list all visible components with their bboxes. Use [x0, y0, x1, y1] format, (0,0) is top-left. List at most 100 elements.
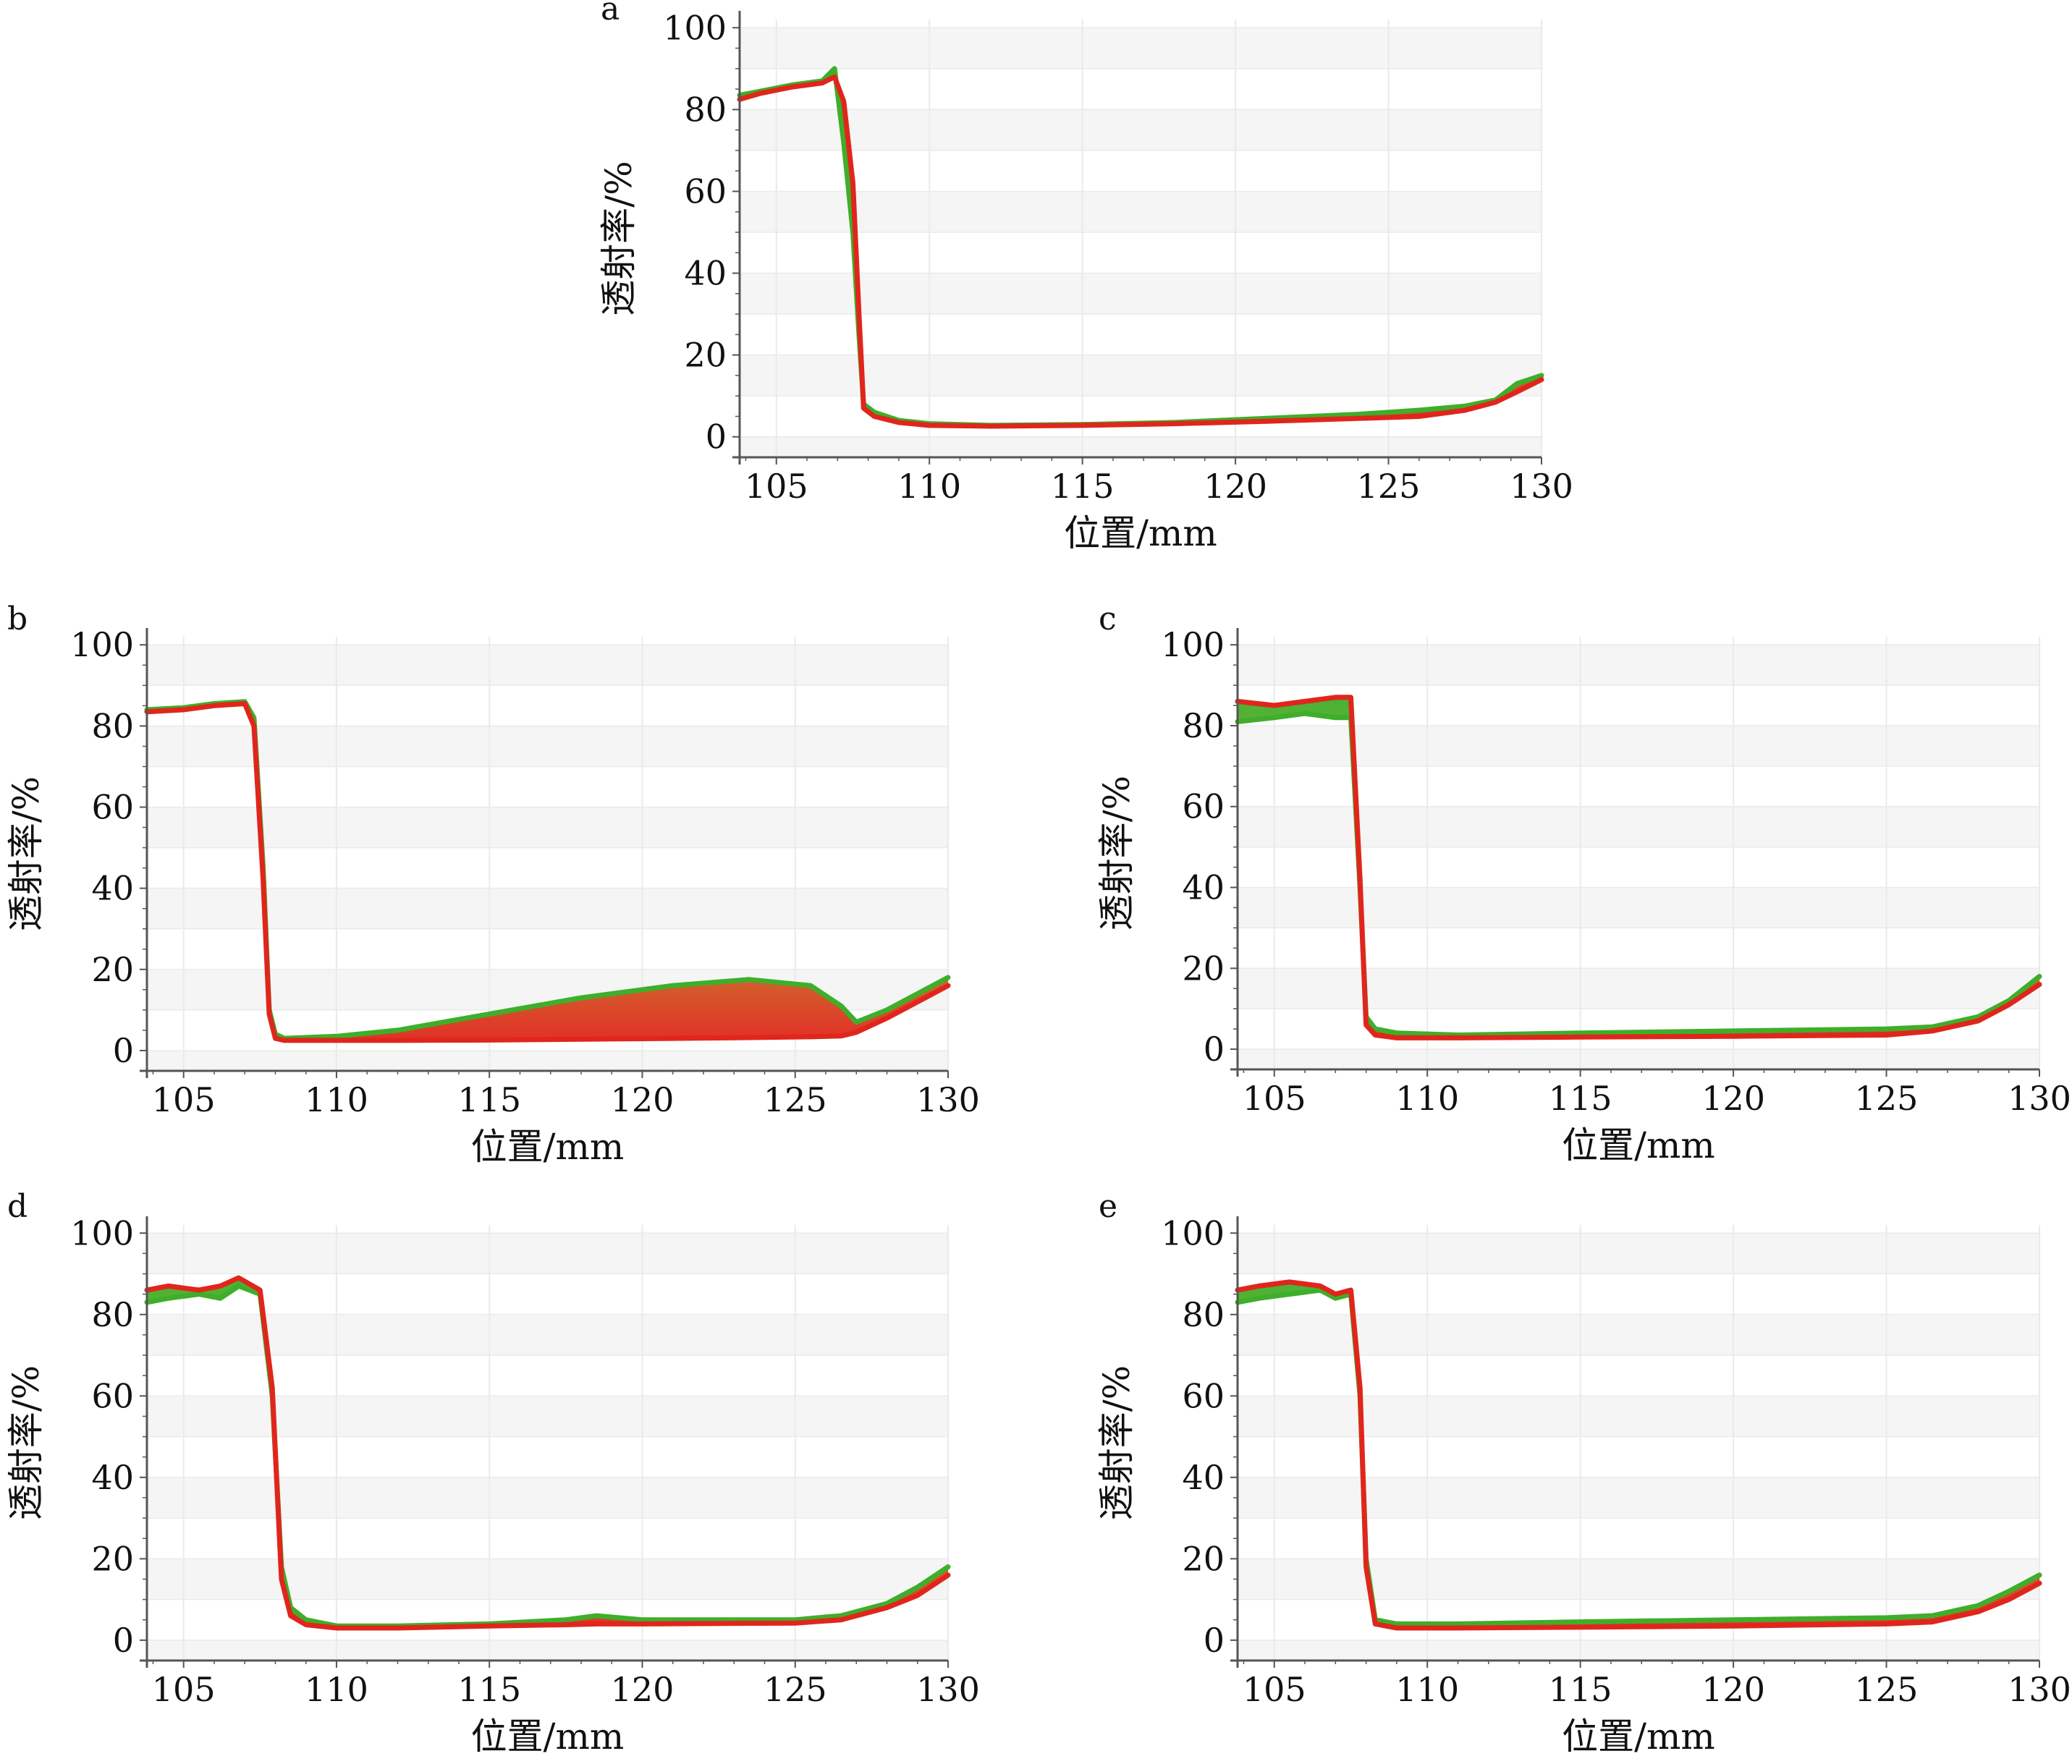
- y-tick-label: 40: [1182, 1458, 1225, 1497]
- y-axis-title: 透射率/%: [1096, 776, 1138, 930]
- plot-band: [147, 1640, 948, 1661]
- x-tick-label: 110: [305, 1670, 368, 1709]
- y-tick-label: 60: [684, 171, 727, 211]
- x-tick-label: 130: [916, 1670, 980, 1709]
- panel-label: b: [7, 601, 28, 637]
- y-tick-label: 100: [1161, 625, 1225, 664]
- plot-band: [147, 645, 948, 686]
- y-tick-label: 40: [91, 1458, 134, 1497]
- y-tick-label: 0: [113, 1031, 134, 1070]
- y-tick-label: 20: [684, 336, 727, 375]
- x-tick-label: 105: [152, 1670, 216, 1709]
- y-tick-label: 60: [91, 788, 134, 827]
- plot-band: [147, 1233, 948, 1274]
- y-tick-label: 20: [91, 950, 134, 989]
- plot-band: [1238, 1477, 2039, 1519]
- plot-band: [147, 1477, 948, 1519]
- x-axis-title: 位置/mm: [1562, 1716, 1715, 1757]
- y-axis-title: 透射率/%: [1096, 1365, 1138, 1520]
- x-tick-label: 125: [764, 1080, 827, 1119]
- plot-band: [1238, 645, 2039, 686]
- y-tick-label: 40: [1182, 868, 1225, 907]
- panel-label: e: [1099, 1188, 1117, 1225]
- y-tick-label: 0: [706, 417, 727, 457]
- x-axis-title: 位置/mm: [471, 1716, 625, 1757]
- plot-band: [147, 1559, 948, 1600]
- plot-band: [1238, 725, 2039, 766]
- x-tick-label: 120: [1701, 1079, 1765, 1118]
- chart-panel-b: 0 20 40 60 80 100 105 110 115 120 125 130 位置/mm 透射率/%…: [5, 601, 980, 1168]
- x-tick-label: 115: [1549, 1079, 1612, 1118]
- y-tick-label: 0: [1204, 1030, 1225, 1069]
- y-tick-label: 80: [684, 90, 727, 129]
- x-axis-title: 位置/mm: [1064, 512, 1217, 554]
- plot-band: [740, 355, 1542, 397]
- panel-label: d: [7, 1188, 28, 1225]
- x-tick-label: 115: [1549, 1670, 1612, 1709]
- x-tick-label: 120: [611, 1670, 675, 1709]
- plot-band: [147, 807, 948, 848]
- y-tick-label: 80: [1182, 1295, 1225, 1334]
- x-tick-label: 105: [745, 467, 808, 506]
- x-tick-label: 105: [152, 1080, 216, 1119]
- plot-band: [740, 109, 1542, 150]
- x-tick-label: 105: [1243, 1079, 1306, 1118]
- x-tick-label: 115: [457, 1670, 521, 1709]
- x-tick-label: 130: [1510, 467, 1573, 506]
- x-tick-label: 110: [1395, 1670, 1459, 1709]
- chart-panel-a: 0 20 40 60 80 100 105 110 115 120 125 130 位置/mm 透射率/%…: [598, 0, 1573, 554]
- y-tick-label: 0: [113, 1621, 134, 1660]
- chart-panel-d: 0 20 40 60 80 100 105 110 115 120 125 130 位置/mm 透射率/%…: [5, 1188, 980, 1757]
- series-line-red: [1235, 1279, 2042, 1631]
- x-axis-title: 位置/mm: [1562, 1124, 1715, 1166]
- series-line-red: [144, 1275, 951, 1631]
- y-axis-title: 透射率/%: [5, 1365, 47, 1520]
- x-tick-label: 115: [1051, 467, 1115, 506]
- plot-band: [1238, 1233, 2039, 1274]
- x-tick-label: 125: [1855, 1670, 1919, 1709]
- x-tick-label: 125: [1357, 467, 1421, 506]
- chart-panel-e: 0 20 40 60 80 100 105 110 115 120 125 130 位置/mm 透射率/%…: [1096, 1188, 2071, 1757]
- x-tick-label: 130: [2008, 1670, 2071, 1709]
- x-tick-label: 120: [1701, 1670, 1765, 1709]
- chart-panel-c: 0 20 40 60 80 100 105 110 115 120 125 130 位置/mm 透射率/%…: [1096, 601, 2071, 1166]
- y-tick-label: 0: [1204, 1621, 1225, 1660]
- plot-band: [147, 1050, 948, 1071]
- series-line-red: [737, 74, 1544, 429]
- y-tick-label: 100: [663, 8, 727, 47]
- y-tick-label: 20: [1182, 949, 1225, 988]
- x-tick-label: 105: [1243, 1670, 1306, 1709]
- y-axis-title: 透射率/%: [598, 161, 640, 315]
- y-tick-label: 40: [91, 869, 134, 908]
- panel-label: c: [1099, 601, 1117, 637]
- series-line-red: [144, 701, 951, 1043]
- plot-band: [1238, 887, 2039, 928]
- y-tick-label: 100: [70, 625, 134, 664]
- x-axis-title: 位置/mm: [471, 1126, 625, 1168]
- series-line-red: [1235, 695, 2042, 1040]
- plot-band: [147, 726, 948, 767]
- y-tick-label: 20: [91, 1539, 134, 1578]
- x-tick-label: 110: [897, 467, 961, 506]
- y-tick-label: 60: [1182, 1376, 1225, 1415]
- y-tick-label: 60: [1182, 787, 1225, 826]
- plot-band: [147, 1314, 948, 1356]
- x-tick-label: 130: [2008, 1079, 2071, 1118]
- y-tick-label: 100: [70, 1213, 134, 1252]
- x-tick-label: 125: [764, 1670, 827, 1709]
- plot-band: [740, 191, 1542, 233]
- plot-band: [1238, 1559, 2039, 1600]
- y-tick-label: 80: [91, 706, 134, 745]
- series-line-green: [1235, 711, 2042, 1038]
- y-tick-label: 60: [91, 1376, 134, 1415]
- plot-band: [1238, 968, 2039, 1009]
- plot-band: [1238, 1049, 2039, 1069]
- plot-band: [1238, 1640, 2039, 1661]
- x-tick-label: 110: [1395, 1079, 1459, 1118]
- plot-band: [740, 436, 1542, 457]
- plot-band: [740, 273, 1542, 315]
- plot-band: [147, 1396, 948, 1437]
- y-tick-label: 20: [1182, 1539, 1225, 1578]
- series-line-green: [1235, 1287, 2042, 1627]
